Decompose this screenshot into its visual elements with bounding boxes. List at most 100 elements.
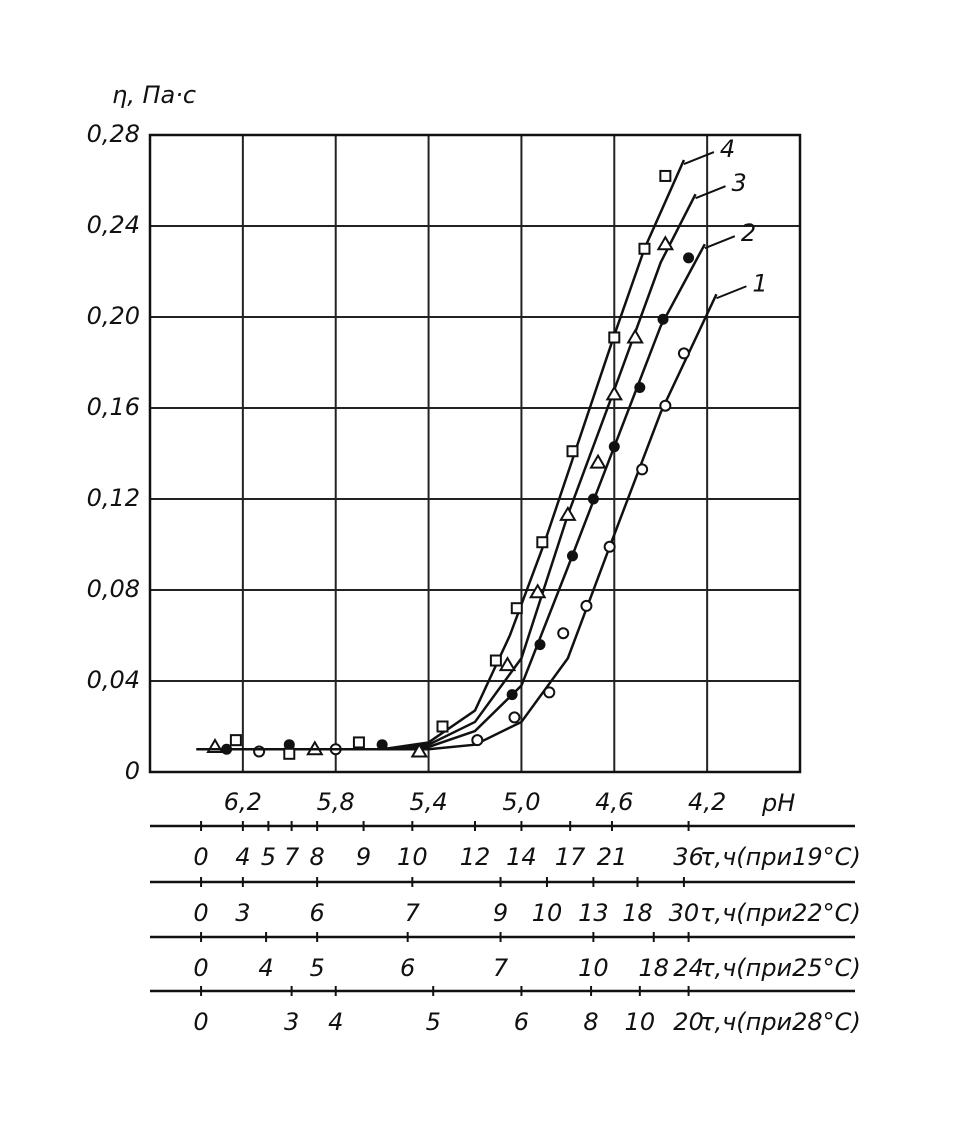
y-tick-label: 0,16 [87,393,140,421]
y-tick-label: 0,04 [87,666,140,694]
marker [283,739,295,751]
curve [196,159,686,751]
marker [510,602,523,615]
marker [580,599,593,612]
series-label: 1 [752,269,767,297]
marker [659,169,672,182]
marker [489,654,502,667]
marker [636,463,649,476]
time-tick-label: 18 [638,954,669,982]
time-tick-label: 9 [356,843,371,871]
time-tick-label: 5 [426,1008,441,1036]
time-tick-label: 4 [328,1008,343,1036]
time-tick-label: 12 [460,843,491,871]
x-tick-label: 5,8 [317,788,355,816]
marker [638,242,651,255]
x-tick-label: 5,0 [502,788,540,816]
time-tick-label: 0 [193,843,208,871]
time-tick-label: 8 [583,1008,598,1036]
marker [534,639,546,651]
series-label: 2 [741,219,756,247]
time-axis-label: τ,ч(при19°C) [700,843,861,871]
marker [352,736,365,749]
y-tick-label: 0,08 [87,575,140,603]
x-axis-label: pH [761,789,795,817]
marker [608,331,621,344]
time-tick-label: 18 [622,899,653,927]
marker [557,627,570,640]
y-axis-label: η, Па·с [112,81,196,109]
time-tick-label: 5 [261,843,276,871]
time-tick-label: 0 [193,1008,208,1036]
time-tick-label: 14 [506,843,537,871]
marker [471,734,484,747]
marker [436,720,449,733]
x-tick-label: 6,2 [224,788,262,816]
time-tick-label: 20 [673,1008,704,1036]
marker [559,505,577,521]
time-tick-label: 9 [493,899,508,927]
time-tick-label: 8 [310,843,325,871]
time-tick-label: 7 [284,843,300,871]
marker [605,385,624,401]
marker [626,328,644,344]
marker [659,399,672,412]
marker [677,347,690,360]
time-tick-label: 4 [258,954,273,982]
marker [567,550,578,562]
marker [608,441,620,453]
time-axis-label: τ,ч(при25°C) [700,954,861,982]
plot-frame [148,133,802,774]
time-tick-label: 7 [405,899,421,927]
marker [498,656,517,672]
y-tick-label: 0,24 [87,211,140,239]
leader-line [683,151,715,165]
marker [566,445,579,458]
leader-line [704,235,736,250]
time-tick-label: 3 [284,1008,299,1036]
marker [603,540,616,553]
time-tick-label: 10 [578,954,609,982]
marker [634,382,646,394]
marker [656,235,675,251]
marker [536,536,549,549]
x-tick-label: 4,2 [688,788,726,816]
curve [196,193,697,751]
y-tick-label: 0,20 [87,302,140,330]
time-tick-label: 0 [193,954,208,982]
time-tick-label: 0 [193,899,208,927]
marker [229,734,242,747]
time-tick-label: 30 [669,899,700,927]
marker [283,747,296,760]
y-tick-label: 0 [125,757,140,785]
marker [543,686,556,699]
marker [506,689,518,701]
leader-line [695,185,726,200]
time-tick-label: 7 [493,954,509,982]
time-tick-label: 4 [235,843,250,871]
leader-line [716,285,747,300]
marker [376,739,388,751]
y-tick-label: 0,28 [87,120,140,148]
marker [410,742,429,758]
time-tick-label: 5 [310,954,325,982]
marker [589,453,607,469]
series-label: 4 [720,135,735,163]
time-tick-label: 6 [400,954,415,982]
time-tick-label: 10 [625,1008,656,1036]
time-axis-label: τ,ч(при22°C) [700,899,861,927]
marker [528,583,547,599]
time-tick-label: 6 [310,899,325,927]
marker [587,493,599,505]
x-tick-label: 5,4 [409,788,447,816]
time-tick-label: 24 [673,954,704,982]
marker [657,313,669,325]
time-tick-label: 10 [397,843,428,871]
time-axis-label: τ,ч(при28°C) [700,1008,861,1036]
marker [683,252,695,264]
marker [508,711,521,724]
time-tick-label: 3 [235,899,250,927]
time-tick-label: 6 [514,1008,529,1036]
x-tick-label: 4,6 [595,788,633,816]
